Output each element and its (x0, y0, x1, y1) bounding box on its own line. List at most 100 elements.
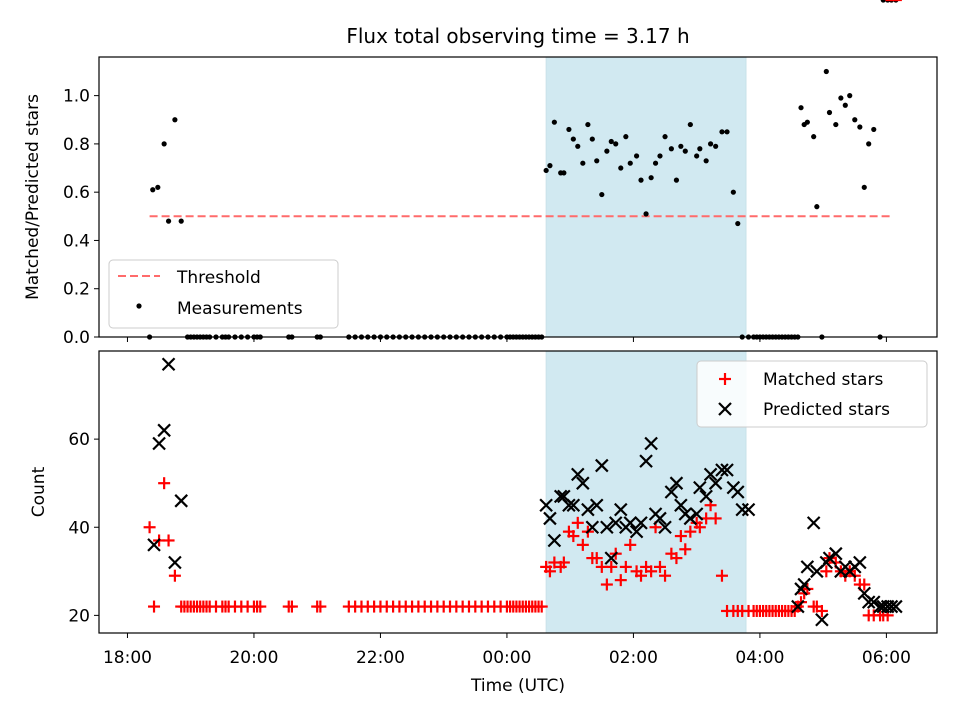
matched-star-point (158, 477, 171, 490)
measurement-point (847, 93, 853, 99)
matched-star-point (684, 525, 697, 538)
predicted-star-point (861, 595, 876, 609)
x-tick-label: 06:00 (862, 648, 911, 668)
measurement-point (842, 102, 848, 108)
predicted-star-point (547, 533, 562, 548)
matched-star-point (576, 538, 589, 551)
predicted-star-point (866, 595, 881, 609)
predicted-star-point (566, 498, 581, 512)
matched-star-point (590, 552, 603, 565)
measurement-point (547, 163, 553, 169)
predicted-star-point (629, 524, 644, 539)
measurement-point (155, 184, 161, 190)
predicted-star-point (853, 555, 867, 570)
top-y-tick-label: 0.4 (63, 231, 90, 251)
measurement-point (811, 134, 817, 140)
predicted-star-point (585, 520, 600, 535)
top-y-tick-label: 1.0 (63, 87, 90, 107)
matched-star-point (815, 604, 828, 617)
matched-star-point (709, 512, 722, 525)
measurement-point (678, 143, 684, 149)
matched-star-point (285, 600, 298, 613)
matched-star-point (659, 569, 672, 582)
bottom-legend-box (696, 360, 928, 428)
predicted-star-point (829, 546, 843, 561)
matched-star-point (168, 569, 181, 582)
predicted-star-point (644, 436, 658, 451)
predicted-star-point (168, 555, 182, 570)
matched-star-point (715, 569, 728, 582)
measurement-point (566, 126, 572, 133)
x-tick-label: 04:00 (735, 648, 784, 668)
measurement-point (668, 146, 674, 152)
top-legend-box (108, 259, 339, 329)
matched-star-point (670, 552, 683, 565)
measurement-point (178, 218, 184, 224)
measurement-point (735, 220, 741, 227)
measurement-point (719, 129, 725, 135)
measurement-point (161, 141, 167, 147)
x-axis-label: Time (UTC) (470, 676, 565, 696)
predicted-star-point (669, 476, 684, 490)
predicted-star-point (576, 476, 590, 490)
x-tick-label: 22:00 (356, 648, 405, 668)
measurement-point (814, 204, 820, 210)
measurement-point (172, 117, 178, 123)
measurement-point (662, 134, 668, 140)
measurement-point (589, 136, 595, 142)
predicted-star-point (889, 599, 903, 614)
matched-star-point (162, 534, 175, 547)
predicted-star-point (613, 502, 628, 517)
measurements-legend-swatch (136, 303, 142, 309)
measurement-point (687, 121, 693, 128)
top-y-tick-label: 0.0 (63, 328, 90, 348)
predicted-star-point (703, 467, 718, 482)
bottom-y-tick-label: 40 (68, 518, 90, 538)
predicted-star-point (683, 511, 698, 526)
measurement-point (575, 143, 581, 149)
measurement-point (673, 177, 680, 183)
measurement-point (608, 138, 614, 145)
predicted-star-point (543, 511, 557, 526)
matched-star-point (674, 530, 687, 543)
measurement-point (618, 165, 624, 171)
predicted-star-point (639, 454, 653, 468)
measurement-point (697, 146, 703, 152)
predicted-star-point (174, 494, 188, 508)
bottom-y-tick-label: 60 (68, 430, 90, 450)
measurement-point (580, 160, 586, 166)
measurement-point (623, 134, 629, 140)
predicted-star-point (595, 458, 609, 473)
top-legend: Threshold Measurements (108, 259, 339, 329)
predicted-star-point (608, 516, 623, 530)
matched-star-point (624, 538, 637, 551)
measurement-point (880, 0, 886, 3)
predicted-star-point (730, 485, 745, 499)
measurement-point (599, 191, 605, 198)
bottom-y-axis-label: Count (29, 466, 49, 517)
measurement-point (604, 148, 610, 154)
matched-star-point (535, 600, 548, 613)
matched-stars-points (143, 0, 902, 622)
measurement-point (798, 105, 804, 111)
measurement-point (713, 143, 719, 149)
measurement-point (861, 184, 867, 190)
measurement-point (150, 187, 156, 193)
matched-star-point (635, 569, 648, 582)
predicted-star-point (815, 613, 829, 627)
predicted-star-point (147, 538, 161, 552)
predicted-star-point (791, 599, 805, 614)
predicted-star-point (720, 463, 734, 477)
predicted-star-point (699, 489, 713, 504)
matched-star-point (557, 556, 570, 569)
predicted-legend-swatch (718, 402, 732, 416)
matched-star-point (600, 578, 613, 591)
predicted-star-point (689, 507, 704, 521)
matched-star-point (679, 543, 692, 556)
predicted-star-point (715, 463, 729, 477)
top-y-axis-label: Matched/Predicted stars (23, 94, 43, 300)
measurement-point (585, 121, 591, 128)
top-y-ticks: 0.0 0.2 0.4 0.6 0.8 1.0 (63, 87, 99, 348)
measurement-point (561, 170, 567, 176)
